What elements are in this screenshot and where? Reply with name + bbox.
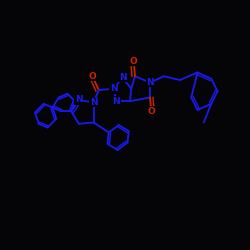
Text: N: N bbox=[119, 73, 126, 82]
Text: O: O bbox=[148, 107, 155, 116]
Text: N: N bbox=[90, 98, 98, 107]
Text: O: O bbox=[88, 72, 96, 81]
Text: N: N bbox=[110, 84, 118, 93]
Text: O: O bbox=[130, 57, 138, 66]
Text: N: N bbox=[112, 97, 120, 106]
Text: N: N bbox=[75, 96, 82, 104]
Text: N: N bbox=[146, 78, 154, 87]
